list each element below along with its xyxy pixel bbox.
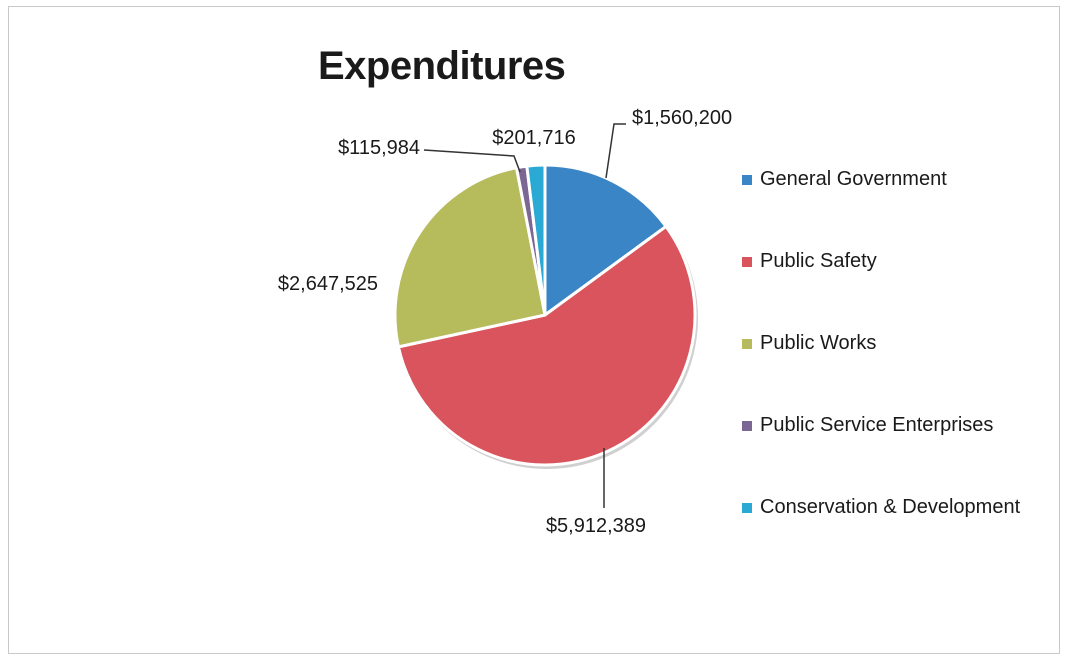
legend-label: Public Works (760, 332, 877, 354)
legend-item-public-works: Public Works (742, 332, 876, 355)
legend-item-conservation-and-development: Conservation & Development (742, 496, 1020, 519)
legend-swatch (742, 420, 752, 431)
legend-label: Public Safety (760, 250, 877, 272)
data-label-public-service-enterprises: $115,984 (338, 137, 420, 159)
chart-title: Expenditures (318, 44, 566, 88)
pie-slice-general-government (543, 163, 668, 317)
legend-label: General Government (760, 168, 947, 190)
legend-swatch (742, 338, 752, 349)
legend-label: Conservation & Development (760, 496, 1021, 518)
chart-frame (8, 6, 1060, 654)
data-label-public-works: $2,647,525 (278, 273, 378, 295)
pie-slice-conservation-and-development (525, 163, 547, 317)
legend-item-public-safety: Public Safety (742, 250, 877, 273)
leader-line-public-service-enterprises (423, 149, 521, 173)
legend-swatch (742, 502, 752, 513)
legend-item-public-service-enterprises: Public Service Enterprises (742, 414, 993, 437)
data-label-general-government: $1,560,200 (632, 107, 732, 129)
data-label-public-safety: $5,912,389 (546, 515, 646, 537)
legend-label: Public Service Enterprises (760, 414, 994, 436)
legend-item-general-government: General Government (742, 168, 947, 191)
legend-swatch (742, 174, 752, 185)
pie-slice-public-safety (396, 224, 697, 467)
leader-line-general-government (605, 123, 626, 179)
legend-swatch (742, 256, 752, 267)
data-label-conservation-and-development: $201,716 (492, 127, 575, 149)
pie-slice-public-works (393, 166, 547, 349)
